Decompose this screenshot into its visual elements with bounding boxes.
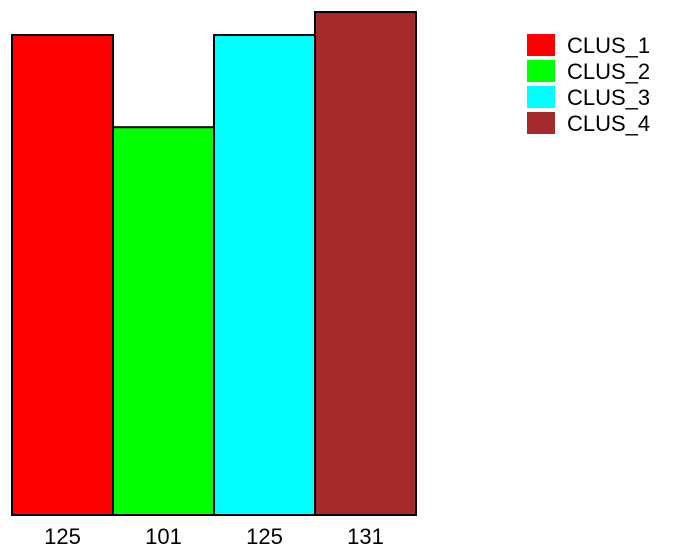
bar-clus-3 bbox=[213, 34, 316, 516]
bar-clus-2 bbox=[112, 126, 215, 517]
legend-label-clus-3: CLUS_3 bbox=[567, 85, 650, 110]
legend-swatch-clus-1 bbox=[527, 34, 555, 56]
x-tick-label: 131 bbox=[347, 524, 384, 549]
x-tick-label: 125 bbox=[44, 524, 81, 549]
bar-clus-4 bbox=[314, 11, 417, 516]
bars-group bbox=[11, 11, 417, 517]
bar-clus-1 bbox=[11, 34, 114, 516]
legend-label-clus-1: CLUS_1 bbox=[567, 33, 650, 58]
legend-label-clus-4: CLUS_4 bbox=[567, 111, 650, 136]
legend-swatch-clus-4 bbox=[527, 112, 555, 134]
legend-swatch-clus-3 bbox=[527, 86, 555, 108]
legend-swatch-clus-2 bbox=[527, 60, 555, 82]
x-tick-label: 125 bbox=[246, 524, 283, 549]
tick-labels-group: 125 101 125 131 bbox=[44, 524, 384, 549]
x-tick-label: 101 bbox=[145, 524, 182, 549]
legend-label-clus-2: CLUS_2 bbox=[567, 59, 650, 84]
